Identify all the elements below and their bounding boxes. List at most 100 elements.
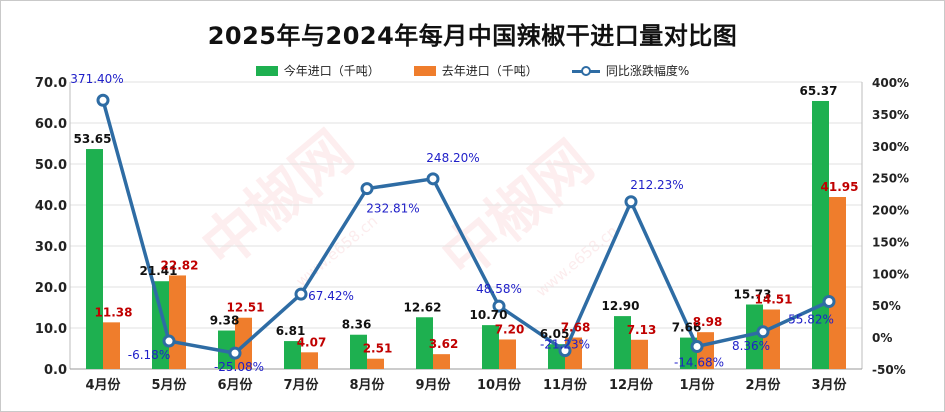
x-tick-label: 10月份	[477, 377, 522, 393]
label-change: 232.81%	[366, 202, 419, 216]
y-right-tick-label: 250%	[872, 172, 909, 186]
bar-this-year	[746, 304, 763, 369]
bar-last-year	[697, 332, 714, 369]
legend-swatch-last-year	[413, 65, 436, 76]
label-this-year: 65.37	[800, 84, 838, 98]
y-left-tick-label: 50.0	[35, 158, 67, 173]
y-left-tick-label: 40.0	[35, 199, 67, 214]
label-change: -6.18%	[128, 348, 170, 362]
change-point	[294, 287, 308, 301]
bar-last-year	[499, 339, 516, 369]
bar-this-year	[812, 100, 829, 369]
y-left-tick-label: 70.0	[35, 76, 67, 91]
label-last-year: 12.51	[227, 301, 265, 315]
change-point	[624, 195, 638, 209]
x-tick-label: 8月份	[349, 377, 385, 393]
legend-swatch-change	[571, 65, 600, 76]
y-right-tick-label: 300%	[872, 140, 909, 154]
label-this-year: 15.73	[734, 288, 772, 302]
change-point	[492, 299, 506, 313]
bar-this-year	[218, 330, 235, 369]
bar-last-year	[103, 322, 120, 369]
change-line	[101, 99, 830, 355]
change-point	[162, 334, 176, 348]
x-tick-label: 1月份	[679, 377, 715, 393]
x-tick-label: 9月份	[415, 377, 451, 393]
x-tick-label: 5月份	[151, 377, 187, 393]
change-point	[558, 344, 572, 358]
legend-item-this-year: 今年进口（千吨）	[255, 62, 380, 79]
label-this-year: 6.81	[276, 324, 306, 338]
bar-last-year	[169, 275, 186, 369]
y-right-tick-label: 50%	[872, 299, 901, 313]
y-right-tick-label: 150%	[872, 235, 909, 249]
change-point	[360, 182, 374, 196]
x-tick-label: 4月份	[85, 377, 121, 393]
legend-item-change: 同比涨跌幅度%	[571, 62, 690, 79]
label-this-year: 9.38	[210, 314, 240, 328]
label-this-year: 21.41	[140, 264, 178, 278]
label-last-year: 7.13	[627, 323, 657, 337]
y-left-tick-label: 10.0	[35, 322, 67, 337]
label-change: -25.08%	[214, 360, 264, 374]
label-last-year: 7.68	[561, 321, 591, 335]
bar-last-year	[301, 352, 318, 369]
label-last-year: 11.38	[95, 305, 133, 319]
y-left-tick-label: 20.0	[35, 281, 67, 296]
label-this-year: 12.62	[404, 300, 442, 314]
label-last-year: 22.82	[161, 258, 199, 272]
label-change: 48.58%	[476, 282, 522, 296]
watermark-url-1: www.e658.cn	[532, 222, 621, 300]
y-right-tick-label: -50%	[872, 363, 906, 377]
x-tick-label: 12月份	[609, 377, 654, 393]
bar-this-year	[86, 149, 103, 369]
label-last-year: 8.98	[693, 315, 723, 329]
bar-this-year	[284, 341, 301, 369]
change-point	[690, 339, 704, 353]
legend-label-last-year: 去年进口（千吨）	[441, 64, 538, 78]
label-change: 8.36%	[732, 339, 770, 353]
change-point	[756, 325, 770, 339]
y-left-tick-label: 60.0	[35, 117, 67, 132]
label-this-year: 8.36	[342, 318, 372, 332]
y-right-tick-label: 350%	[872, 108, 909, 122]
bar-last-year	[829, 197, 846, 369]
y-left-tick-label: 30.0	[35, 240, 67, 255]
legend-swatch-this-year	[255, 65, 278, 76]
label-change: 212.23%	[630, 178, 683, 192]
legend-item-last-year: 去年进口（千吨）	[413, 62, 538, 79]
bar-last-year	[631, 339, 648, 369]
bar-last-year	[367, 358, 384, 369]
legend: 今年进口（千吨） 去年进口（千吨） 同比涨跌幅度%	[0, 62, 945, 79]
y-right-tick-label: 100%	[872, 267, 909, 281]
x-tick-label: 3月份	[811, 377, 847, 393]
change-point	[228, 346, 242, 360]
label-last-year: 2.51	[363, 342, 393, 356]
bar-this-year	[350, 334, 367, 369]
bar-last-year	[433, 354, 450, 369]
x-tick-label: 6月份	[217, 377, 253, 393]
x-tick-label: 7月份	[283, 377, 319, 393]
bar-this-year	[614, 316, 631, 369]
y-right-tick-label: 400%	[872, 76, 909, 90]
change-point	[96, 93, 110, 107]
bar-this-year	[416, 317, 433, 369]
change-point	[822, 295, 836, 309]
bar-this-year	[152, 281, 169, 369]
label-this-year: 12.90	[602, 299, 640, 313]
label-last-year: 4.07	[297, 335, 327, 349]
y-right-tick-label: 200%	[872, 204, 909, 218]
y-left-tick-label: 0.0	[44, 363, 67, 378]
chart-title: 2025年与2024年每月中国辣椒干进口量对比图	[207, 22, 738, 50]
label-change: -14.68%	[674, 355, 724, 369]
watermark-url-0: www.e658.cn	[292, 212, 381, 290]
label-last-year: 3.62	[429, 337, 459, 351]
label-last-year: 7.20	[495, 322, 525, 336]
label-last-year: 41.95	[821, 180, 859, 194]
bar-last-year	[565, 337, 582, 369]
label-this-year: 7.66	[672, 321, 702, 335]
label-change: -21.23%	[540, 338, 590, 352]
label-change: 371.40%	[70, 72, 123, 86]
legend-label-change: 同比涨跌幅度%	[605, 64, 690, 78]
